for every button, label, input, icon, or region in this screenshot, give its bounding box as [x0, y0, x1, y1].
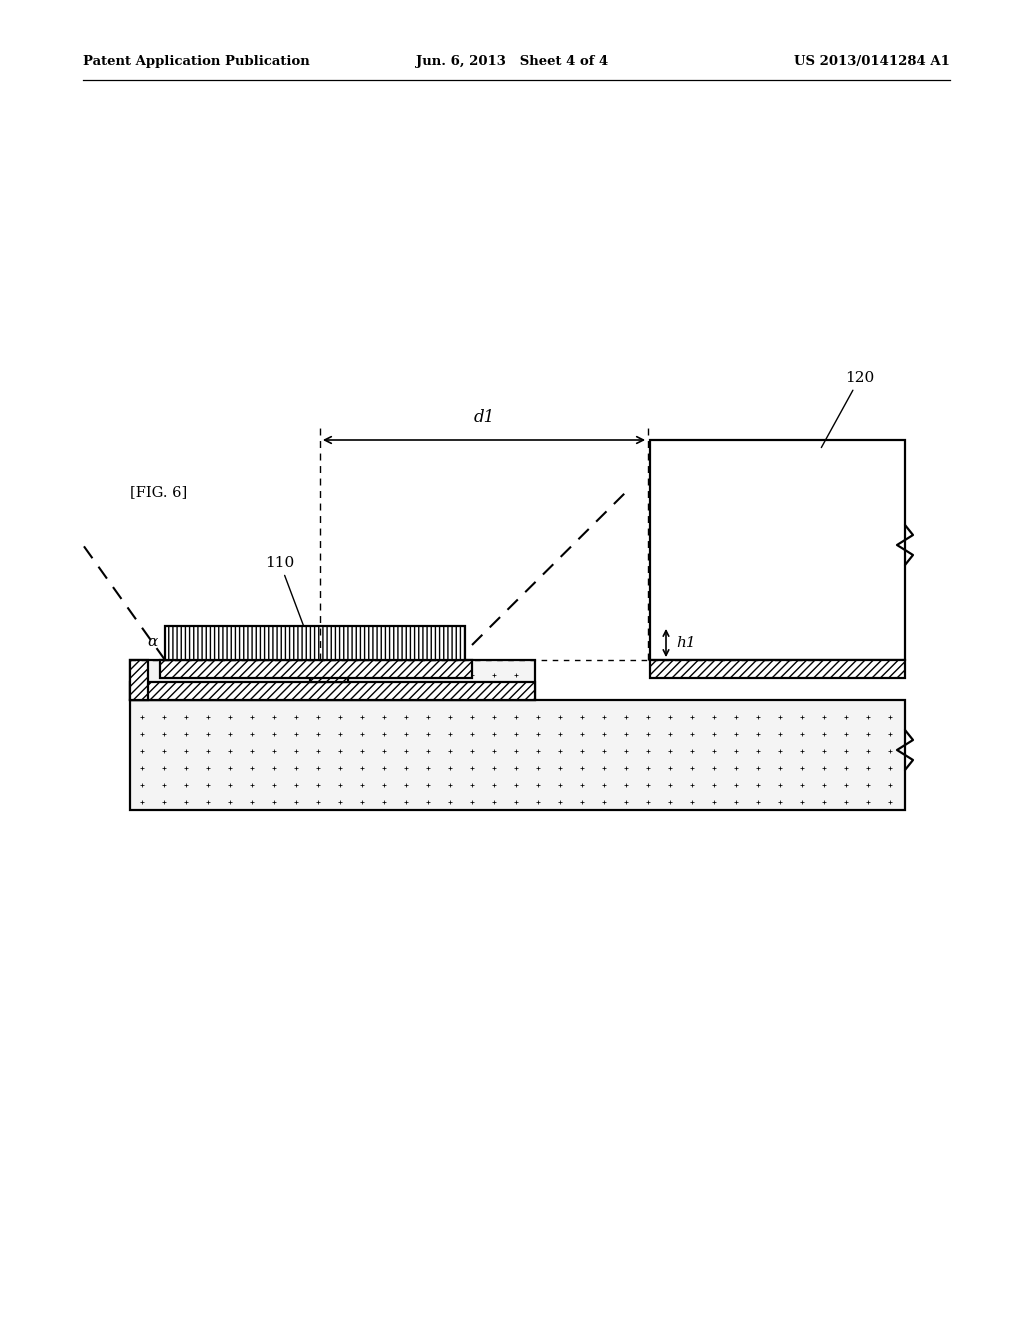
- Bar: [165, 626, 465, 660]
- Text: Patent Application Publication: Patent Application Publication: [83, 55, 309, 69]
- Bar: [160, 660, 472, 678]
- Text: Jun. 6, 2013   Sheet 4 of 4: Jun. 6, 2013 Sheet 4 of 4: [416, 55, 608, 69]
- Text: [FIG. 6]: [FIG. 6]: [130, 484, 187, 499]
- Text: 110: 110: [265, 556, 309, 640]
- Bar: [130, 682, 535, 700]
- Text: h1: h1: [676, 636, 695, 649]
- Bar: [650, 440, 905, 660]
- Bar: [130, 660, 148, 700]
- Text: d1: d1: [473, 409, 495, 426]
- Bar: [130, 660, 535, 700]
- Bar: [650, 660, 905, 678]
- Bar: [310, 660, 348, 682]
- Text: 120: 120: [821, 371, 874, 447]
- Text: US 2013/0141284 A1: US 2013/0141284 A1: [795, 55, 950, 69]
- Text: α: α: [146, 635, 157, 649]
- Bar: [130, 700, 905, 810]
